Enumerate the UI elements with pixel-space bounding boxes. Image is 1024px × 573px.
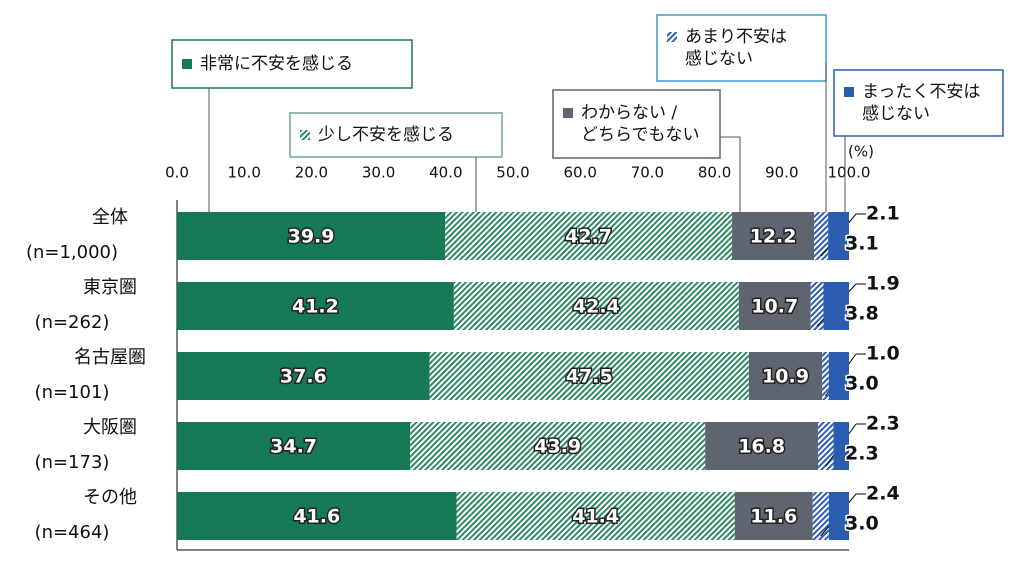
bar-segment [812, 492, 829, 540]
bar-segment [828, 352, 849, 400]
bar-segment [810, 282, 824, 330]
x-tick-label: 100.0 [828, 164, 871, 182]
x-tick-label: 0.0 [165, 164, 189, 182]
bar-segment [410, 422, 706, 470]
x-tick-label: 80.0 [698, 164, 731, 182]
sample-size-label: (n=262) [35, 312, 110, 333]
legend-label: わからない /どちらでもない [581, 103, 700, 145]
value-label: 42.4 [573, 296, 620, 318]
value-label: 11.6 [750, 506, 797, 528]
value-label: 12.2 [750, 226, 797, 248]
legend-box [289, 112, 503, 158]
value-label: 2.3 [866, 413, 900, 435]
value-label: 39.9 [288, 226, 335, 248]
legend-box [171, 39, 413, 89]
value-label: 41.2 [292, 296, 339, 318]
value-label: 41.4 [572, 506, 619, 528]
bar-segment [814, 212, 829, 260]
x-tick-label: 50.0 [496, 164, 529, 182]
legend-label: 非常に不安を感じる [200, 54, 353, 74]
x-tick-label: 90.0 [765, 164, 798, 182]
category-label: 名古屋圏 [74, 347, 146, 368]
category-label: その他 [83, 487, 137, 508]
bar-segment [748, 352, 823, 400]
sample-size-label: (n=1,000) [26, 242, 118, 263]
legend-connector [720, 136, 741, 212]
legend-label: 少し不安を感じる [318, 125, 454, 145]
bar-segment [734, 492, 813, 540]
value-label: 41.6 [293, 506, 340, 528]
value-label: 2.4 [866, 483, 900, 505]
x-tick-label: 60.0 [563, 164, 596, 182]
x-tick-label: 70.0 [631, 164, 664, 182]
value-label: 47.5 [566, 366, 613, 388]
legend-box [833, 69, 1004, 137]
unit-label: (%) [848, 143, 874, 161]
category-label: 大阪圏 [83, 417, 137, 438]
bar-segment [822, 352, 829, 400]
bar-segment [456, 492, 735, 540]
value-label: 1.0 [866, 343, 900, 365]
value-label: 10.7 [751, 296, 798, 318]
x-tick-label: 30.0 [362, 164, 395, 182]
bar-segment [738, 282, 811, 330]
legend-box [552, 89, 721, 159]
bar-segment [177, 282, 454, 330]
value-label: 2.3 [845, 443, 879, 465]
value-label: 1.9 [866, 273, 900, 295]
sample-size-label: (n=173) [35, 452, 110, 473]
value-label: 3.1 [845, 233, 879, 255]
bar-segment [177, 212, 446, 260]
bar-segment [445, 212, 733, 260]
value-label: 16.8 [738, 436, 785, 458]
value-label: 43.9 [534, 436, 581, 458]
bar-segment [177, 422, 411, 470]
bar-segment [823, 282, 849, 330]
bar-segment [818, 422, 834, 470]
legend-swatch [844, 87, 854, 97]
bar-segment [732, 212, 815, 260]
value-label: 10.9 [762, 366, 809, 388]
value-label: 2.1 [866, 203, 900, 225]
value-label: 34.7 [270, 436, 317, 458]
legend-swatch [300, 130, 310, 140]
value-label: 42.7 [565, 226, 612, 248]
sample-size-label: (n=101) [35, 382, 110, 403]
x-tick-label: 40.0 [429, 164, 462, 182]
bar-segment [833, 422, 849, 470]
sample-size-label: (n=464) [35, 522, 110, 543]
category-label: 東京圏 [83, 277, 137, 298]
bar-segment [177, 492, 457, 540]
bar-segment [828, 492, 849, 540]
value-label: 3.0 [845, 513, 879, 535]
bar-segment [828, 212, 849, 260]
category-label: 全体 [92, 207, 128, 228]
value-label: 37.6 [280, 366, 327, 388]
legend-box [656, 14, 827, 82]
legend-swatch [182, 59, 192, 69]
legend-swatch [563, 108, 573, 118]
legend-label: まったく不安は感じない [862, 82, 980, 124]
bar-segment [429, 352, 749, 400]
bar-segment [453, 282, 739, 330]
x-tick-label: 10.0 [227, 164, 260, 182]
legend-swatch [667, 32, 677, 42]
x-tick-label: 20.0 [295, 164, 328, 182]
value-label: 3.8 [845, 303, 879, 325]
bar-segment [177, 352, 430, 400]
legend-label: あまり不安は感じない [685, 27, 787, 69]
bar-segment [705, 422, 819, 470]
value-label: 3.0 [845, 373, 879, 395]
